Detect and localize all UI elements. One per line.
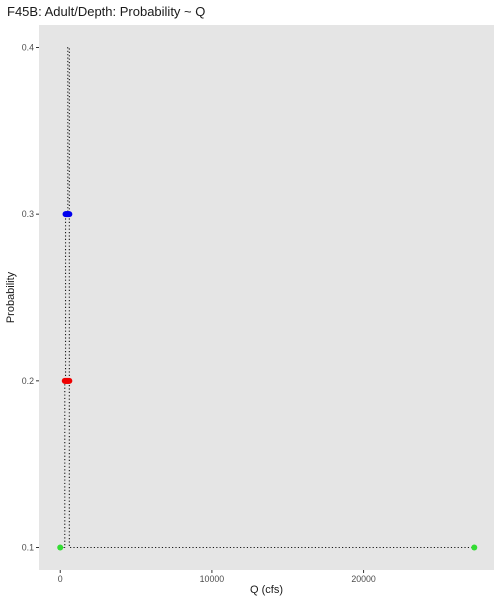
data-point [66,211,73,218]
axes: 0 10000 20000 0.1 0.2 0.3 0.4 [22,43,376,585]
step-line [60,46,475,549]
plot-panel [39,25,494,570]
data-point [66,377,73,384]
data-point [57,544,64,551]
y-tick-label: 0.3 [22,209,34,219]
x-tick-label: 10000 [200,574,225,584]
x-tick-label: 20000 [351,574,376,584]
y-tick-label: 0.4 [22,43,34,53]
y-tick-label: 0.1 [22,543,34,553]
chart-title: F45B: Adult/Depth: Probability ~ Q [7,4,205,19]
y-axis-label: Probability [5,271,17,323]
x-axis-label: Q (cfs) [250,584,283,596]
y-tick-label: 0.2 [22,376,34,386]
data-point [471,544,478,551]
x-tick-label: 0 [58,574,63,584]
plot-marks [57,46,478,551]
